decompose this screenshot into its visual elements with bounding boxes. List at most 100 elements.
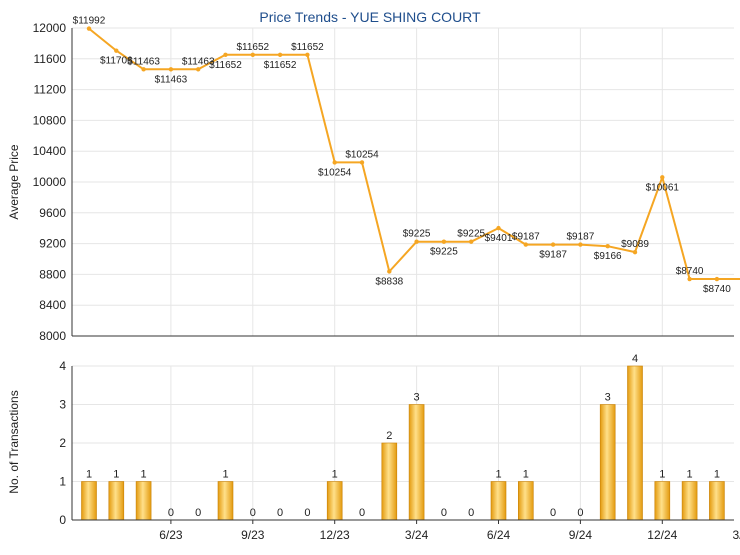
price-y-tick-label: 10400 — [33, 144, 67, 158]
chart-title: Price Trends - YUE SHING COURT — [259, 9, 481, 25]
price-y-tick-label: 8000 — [39, 329, 66, 343]
price-y-tick-label: 9200 — [39, 237, 66, 251]
transaction-value-label: 0 — [277, 507, 283, 519]
price-data-label: $9225 — [403, 229, 431, 240]
transaction-bar — [599, 404, 616, 521]
price-y-tick-label: 12000 — [33, 21, 67, 35]
x-tick-label: 6/24 — [487, 528, 511, 542]
transaction-value-label: 0 — [195, 507, 201, 519]
transaction-value-label: 1 — [714, 469, 720, 481]
transaction-bar — [517, 481, 534, 521]
transaction-bar — [627, 365, 643, 521]
price-data-point — [414, 239, 419, 244]
price-data-label: $8740 — [676, 266, 704, 277]
x-tick-label: 9/23 — [241, 528, 265, 542]
transactions-axes: 0 1 2 3 4 6/23 9/23 12/23 3/24 6/24 9/24 12/24 3/25 — [59, 359, 740, 542]
transaction-value-label: 1 — [687, 469, 693, 481]
price-y-tick-label: 11600 — [34, 52, 67, 66]
transaction-value-label: 1 — [659, 469, 665, 481]
transaction-value-label: 1 — [113, 469, 119, 481]
transaction-bar — [709, 481, 725, 521]
transaction-value-label: 0 — [304, 507, 310, 519]
price-y-tick-label: 9600 — [39, 206, 66, 220]
price-y-tick-label: 10800 — [33, 113, 67, 127]
transactions-y-tick-label: 0 — [59, 513, 66, 527]
transaction-value-label: 1 — [332, 469, 338, 481]
price-data-label: $9089 — [621, 239, 649, 250]
price-data-point — [250, 52, 255, 57]
price-data-point — [141, 67, 146, 72]
transaction-bar — [135, 481, 152, 521]
transaction-bar — [81, 481, 97, 521]
price-data-label: $9187 — [539, 250, 567, 261]
price-data-label: $11463 — [182, 56, 215, 67]
price-data-point — [114, 48, 119, 53]
transaction-value-label: 0 — [468, 507, 474, 519]
transaction-value-label: 1 — [495, 469, 501, 481]
price-data-label: $11992 — [73, 16, 106, 27]
price-y-tick-label: 8800 — [39, 267, 66, 281]
x-tick-label: 3/24 — [405, 528, 429, 542]
x-tick-label: 12/23 — [320, 528, 350, 542]
price-data-label: $9225 — [430, 247, 458, 258]
price-data-label: $11652 — [236, 42, 269, 53]
transaction-value-label: 0 — [441, 507, 447, 519]
price-data-point — [305, 52, 310, 57]
transactions-y-tick-label: 1 — [59, 475, 66, 489]
price-data-point — [687, 276, 692, 282]
price-data-label: $8838 — [375, 276, 403, 287]
price-data-point — [441, 239, 447, 244]
transaction-bar — [381, 442, 398, 521]
price-data-labels: $11992$11706$11463$11463$11463$11652$116… — [73, 16, 732, 295]
price-y-tick-label: 8400 — [39, 298, 66, 312]
transaction-value-label: 0 — [250, 507, 256, 519]
transactions-y-tick-label: 2 — [59, 436, 66, 450]
transaction-value-label: 4 — [632, 353, 638, 365]
transaction-value-label: 1 — [523, 469, 529, 481]
price-data-point — [223, 52, 228, 57]
transactions-gridlines — [72, 365, 734, 521]
transaction-bar — [681, 481, 698, 521]
transaction-bar — [490, 481, 507, 521]
price-data-point — [714, 276, 720, 282]
transaction-value-label: 0 — [359, 507, 365, 519]
transaction-value-label: 3 — [414, 392, 420, 404]
price-data-point — [168, 67, 174, 72]
transaction-bar — [654, 481, 671, 521]
price-data-point — [277, 52, 283, 57]
x-tick-label: 9/24 — [569, 528, 593, 542]
transaction-value-label: 1 — [141, 469, 147, 481]
price-y-tick-label: 10000 — [33, 175, 67, 189]
price-gridlines — [72, 27, 734, 337]
price-y-tick-label: 11200 — [34, 83, 67, 97]
transaction-bar — [108, 481, 125, 521]
price-data-label: $10254 — [345, 149, 379, 160]
transaction-value-label: 0 — [168, 507, 174, 519]
price-data-label: $11463 — [155, 74, 188, 85]
price-data-label: $11652 — [264, 60, 297, 71]
transaction-bar — [408, 404, 425, 521]
price-data-label: $10061 — [646, 182, 680, 193]
price-data-label: $9225 — [457, 229, 485, 240]
transactions-y-axis-label: No. of Transactions — [7, 390, 21, 493]
x-tick-label: 6/23 — [159, 528, 183, 542]
price-data-point — [387, 269, 392, 274]
transaction-value-label: 3 — [605, 392, 611, 404]
price-y-axis-label: Average Price — [7, 144, 21, 219]
price-data-point — [578, 242, 583, 247]
price-data-point — [632, 249, 638, 255]
price-data-label: $9166 — [594, 251, 622, 262]
price-data-point — [523, 242, 528, 247]
transactions-series: 1 1 1 0 0 1 0 0 0 1 0 2 3 0 0 1 1 0 0 3 4 1 1 1 — [81, 353, 725, 521]
transaction-value-label: 0 — [550, 507, 556, 519]
transaction-bar — [326, 481, 343, 521]
transactions-y-tick-label: 4 — [59, 359, 66, 373]
price-data-label: $10254 — [318, 167, 352, 178]
price-data-point — [196, 67, 201, 72]
price-data-label: $9401 — [485, 233, 513, 244]
x-tick-label: 12/24 — [647, 528, 677, 542]
price-data-label: $9187 — [566, 232, 594, 243]
price-axes: 8000 8400 8800 9200 9600 10000 10400 10800 11200… — [33, 21, 734, 343]
